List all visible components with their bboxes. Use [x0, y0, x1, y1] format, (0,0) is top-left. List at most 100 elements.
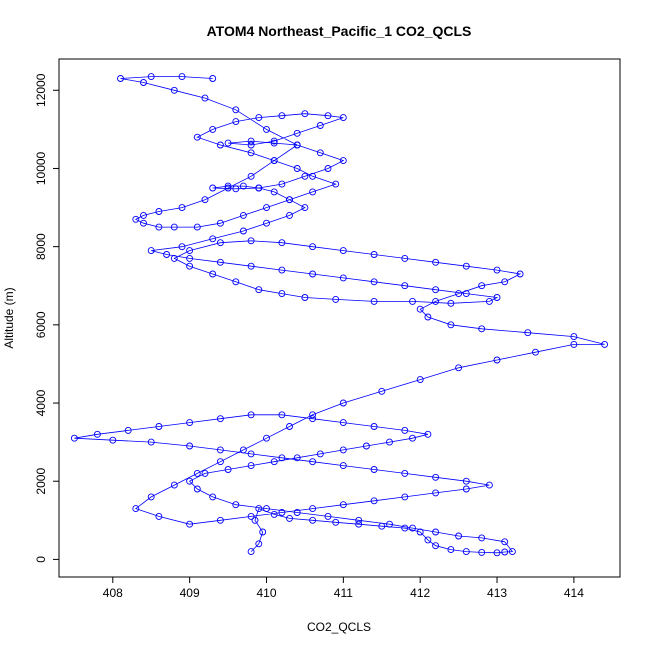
- data-point: [301, 110, 309, 118]
- data-point: [378, 387, 386, 395]
- data-point: [432, 489, 440, 497]
- data-point: [370, 466, 378, 473]
- data-point: [501, 538, 509, 546]
- data-point: [270, 157, 278, 165]
- data-point: [270, 188, 278, 196]
- data-point: [432, 528, 440, 536]
- data-point: [309, 415, 317, 423]
- data-point: [293, 454, 301, 462]
- data-point: [462, 548, 470, 556]
- data-point: [278, 454, 286, 462]
- data-point: [70, 434, 78, 442]
- data-point: [247, 462, 255, 470]
- data-point: [193, 485, 201, 493]
- data-point: [147, 438, 155, 446]
- data-point: [216, 258, 224, 266]
- data-point: [224, 139, 232, 147]
- data-point: [462, 262, 470, 270]
- data-point: [247, 262, 255, 270]
- data-point: [270, 137, 278, 145]
- data-point: [493, 549, 501, 557]
- data-point: [370, 251, 378, 258]
- data-point: [132, 215, 140, 223]
- data-point: [432, 286, 440, 294]
- data-point: [255, 114, 263, 122]
- data-point: [409, 524, 416, 532]
- data-point: [455, 290, 463, 298]
- data-point: [155, 423, 163, 430]
- data-point: [455, 532, 463, 540]
- data-point: [316, 450, 324, 458]
- data-point: [332, 518, 340, 526]
- data-point: [201, 196, 209, 204]
- data-point: [309, 243, 317, 251]
- data-point: [170, 223, 178, 231]
- data-point: [232, 185, 240, 193]
- data-point: [278, 239, 286, 247]
- data-point: [239, 446, 247, 454]
- data-point: [416, 305, 424, 313]
- y-tick-label: 8000: [34, 233, 48, 260]
- data-point: [178, 243, 186, 251]
- data-point: [247, 141, 255, 149]
- data-point: [316, 149, 324, 157]
- series-line: [74, 76, 605, 554]
- series-points: [70, 73, 609, 557]
- data-point: [339, 274, 347, 282]
- data-point: [201, 94, 209, 102]
- data-point: [193, 133, 201, 141]
- data-point: [332, 180, 340, 188]
- data-point: [216, 446, 224, 454]
- data-point: [424, 313, 432, 321]
- data-point: [424, 430, 432, 438]
- x-tick-label: 413: [487, 586, 507, 600]
- data-point: [247, 411, 255, 419]
- data-point: [286, 196, 293, 204]
- data-point: [332, 295, 340, 303]
- data-point: [516, 270, 524, 278]
- data-point: [193, 223, 201, 231]
- data-point: [209, 75, 217, 82]
- data-point: [409, 434, 416, 442]
- data-point: [186, 520, 194, 528]
- x-tick-label: 408: [103, 586, 123, 600]
- data-point: [370, 497, 378, 505]
- data-point: [255, 505, 263, 513]
- data-point: [339, 501, 347, 509]
- x-tick-label: 410: [256, 586, 276, 600]
- data-point: [493, 266, 501, 274]
- data-point: [232, 106, 240, 114]
- data-point: [301, 204, 309, 212]
- y-tick-label: 6000: [34, 311, 48, 338]
- data-point: [362, 442, 370, 450]
- data-point: [209, 184, 217, 192]
- data-point: [508, 548, 516, 556]
- data-point: [401, 493, 409, 501]
- data-point: [309, 270, 317, 278]
- data-point: [170, 86, 178, 94]
- data-point: [409, 297, 416, 305]
- x-axis-label: CO2_QCLS: [307, 620, 371, 634]
- data-point: [224, 184, 232, 192]
- data-point: [140, 219, 147, 227]
- data-point: [478, 325, 486, 333]
- data-point: [178, 73, 186, 81]
- data-point: [378, 522, 386, 530]
- data-point: [186, 442, 194, 450]
- data-point: [386, 438, 393, 446]
- data-point: [247, 237, 255, 245]
- data-point: [570, 340, 578, 348]
- data-point: [178, 204, 186, 212]
- data-point: [424, 536, 432, 544]
- data-point: [224, 466, 232, 473]
- y-tick-label: 2000: [34, 468, 48, 495]
- data-point: [170, 481, 178, 489]
- data-point: [432, 473, 440, 481]
- y-axis-label: Altitude (m): [2, 287, 16, 348]
- data-point: [478, 534, 486, 542]
- data-point: [301, 294, 309, 301]
- data-point: [263, 204, 270, 212]
- data-point: [493, 356, 501, 364]
- data-point: [209, 235, 217, 243]
